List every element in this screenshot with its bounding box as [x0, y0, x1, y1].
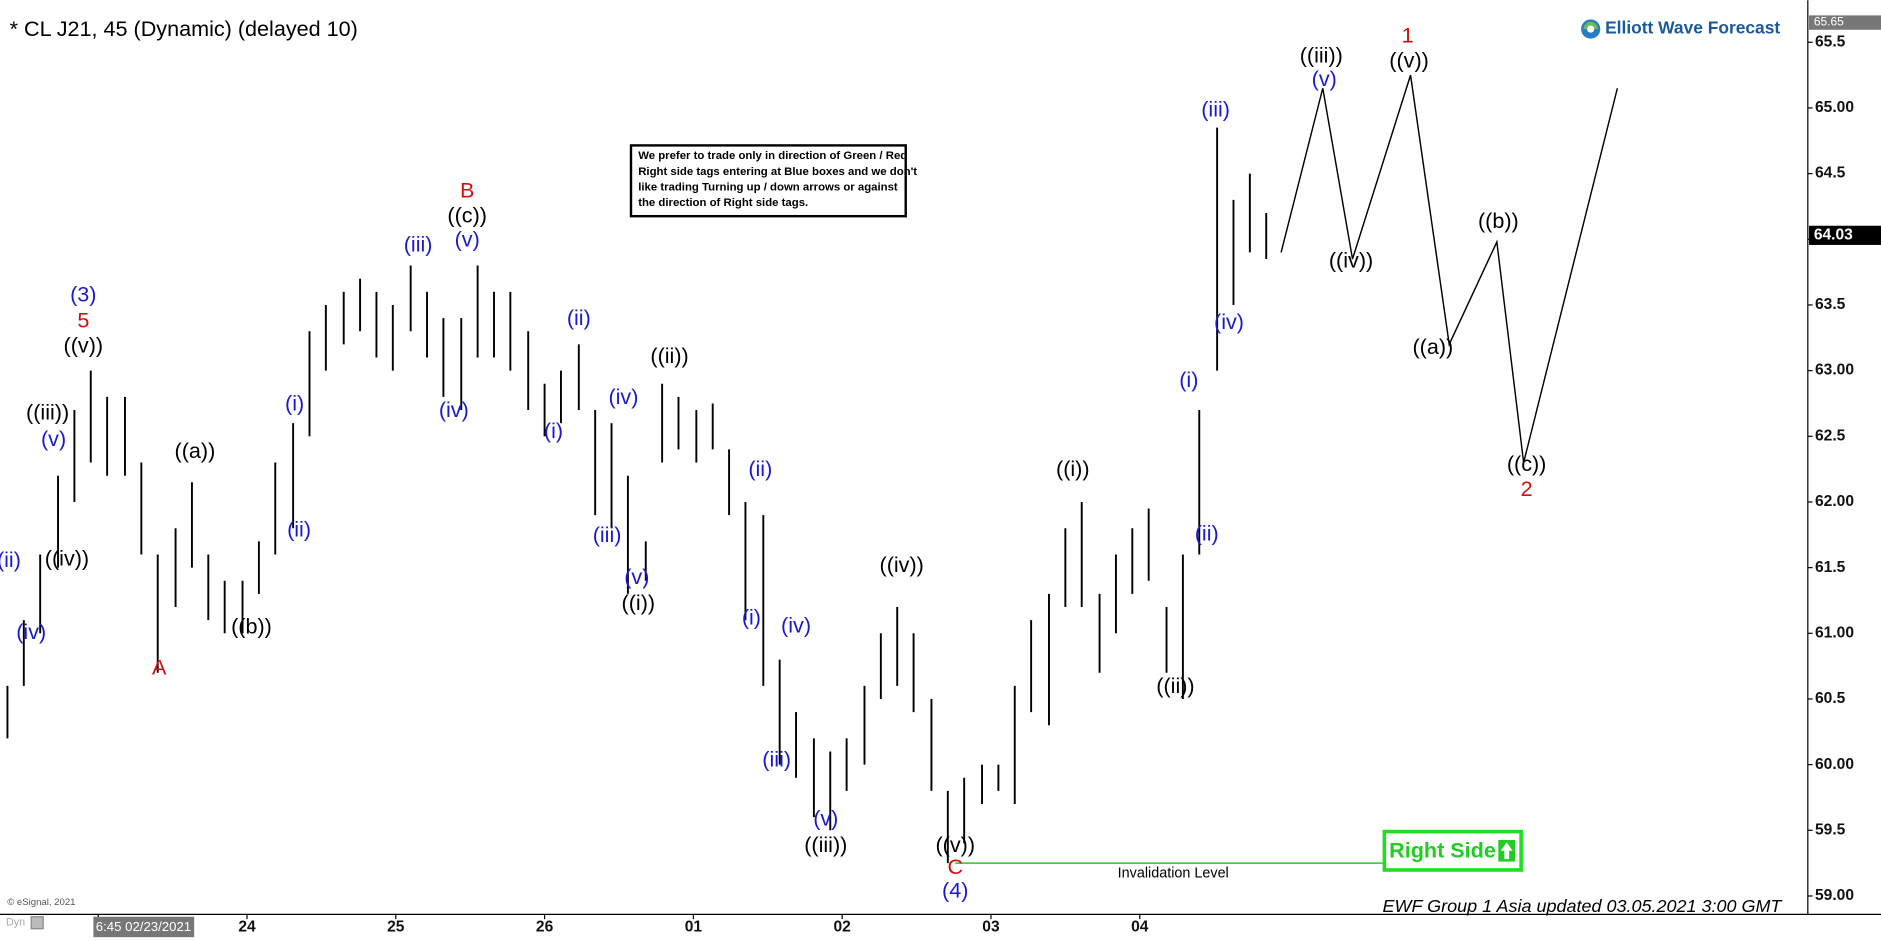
wave-label: (v) [455, 226, 480, 251]
wave-label: (i) [1179, 367, 1198, 392]
wave-label: (ii) [567, 305, 591, 330]
wave-label: ((iv)) [45, 545, 89, 570]
wave-label: (ii) [287, 517, 311, 542]
y-tick-label: 62.00 [1815, 493, 1854, 510]
wave-label: ((v)) [1389, 48, 1429, 73]
projection-line [1280, 74, 1619, 463]
wave-label: A [152, 654, 167, 679]
wave-label: (iv) [781, 612, 811, 637]
scroll-button[interactable] [30, 916, 44, 930]
wave-label: C [947, 854, 963, 879]
wave-label: ((v)) [64, 333, 104, 358]
y-tick-label: 63.5 [1815, 296, 1846, 313]
top-price-tag [1809, 15, 1881, 30]
wave-label: 1 [1402, 23, 1414, 48]
y-tick-label: 60.00 [1815, 756, 1854, 773]
wave-label: ((v)) [935, 832, 975, 857]
wave-label: ((ii)) [650, 343, 688, 368]
wave-label: ((iii)) [1300, 42, 1343, 67]
logo-icon-center [1587, 25, 1595, 33]
wave-label: (iii) [593, 522, 622, 547]
y-tick-label: 59.00 [1815, 887, 1854, 904]
plot-area: Invalidation Level59.25(ii)(iv)((iv))(v)… [0, 23, 1619, 903]
y-tick-label: 61.5 [1815, 559, 1846, 576]
wave-label: (i) [544, 418, 563, 443]
wave-label: (i) [742, 605, 761, 630]
wave-label: (iv) [16, 619, 46, 644]
wave-label: ((b)) [1478, 208, 1519, 233]
note-line: like trading Turning up / down arrows or… [638, 181, 898, 193]
wave-label: (4) [942, 878, 968, 903]
y-tick-label: 60.5 [1815, 690, 1846, 707]
x-tick-label: 01 [685, 919, 703, 936]
wave-label: (3) [70, 281, 96, 306]
wave-label: (iv) [439, 397, 469, 422]
wave-label: (v) [813, 805, 838, 830]
wave-label: ((c)) [1507, 451, 1547, 476]
top-price-label: 65.65 [1814, 15, 1844, 29]
y-tick-label: 65.5 [1815, 33, 1846, 50]
wave-label: (iv) [1214, 309, 1244, 334]
wave-label: ((iv)) [1329, 247, 1373, 272]
wave-label: (ii) [1195, 520, 1219, 545]
axes: 59.00 59.5 60.00 60.5 61.00 61.5 62.00 62.5 63.0… [93, 15, 1881, 938]
wave-label: 2 [1521, 476, 1533, 501]
x-tick-label: 03 [982, 919, 1000, 936]
wave-label: ((iv)) [880, 552, 924, 577]
footer: EWF Group 1 Asia updated 03.05.2021 3:00… [1383, 896, 1784, 916]
invalidation-label: Invalidation Level [1118, 866, 1229, 882]
note-line: We prefer to trade only in direction of … [638, 150, 907, 162]
wave-label: ((iii)) [26, 400, 69, 425]
wave-label: (v) [41, 426, 66, 451]
wave-label: (v) [624, 564, 649, 589]
note-frame [629, 144, 907, 218]
right-side-tag: Right Side [1382, 829, 1523, 872]
wave-label: ((b)) [231, 614, 272, 639]
x-tick-label: 25 [387, 919, 405, 936]
wave-label: (i) [285, 390, 304, 415]
x-tick-label: 04 [1131, 919, 1149, 936]
brand-name: Elliott Wave Forecast [1605, 18, 1780, 38]
y-tick-label: 59.5 [1815, 821, 1846, 838]
y-tick-label: 65.00 [1815, 99, 1854, 116]
x-cursor-label-bg [93, 916, 195, 938]
y-tick-label: 64.5 [1815, 165, 1846, 182]
wave-label: (iii) [762, 746, 791, 771]
wave-label: (ii) [0, 547, 21, 572]
wave-label: ((ii)) [1156, 673, 1194, 698]
y-tick-label: 61.00 [1815, 624, 1854, 641]
chart-title: * CL J21, 45 (Dynamic) (delayed 10) [10, 16, 358, 41]
last-price-label: 64.03 [1814, 226, 1853, 243]
wave-label: ((i)) [1056, 456, 1090, 481]
wave-label: (v) [1312, 66, 1337, 91]
wave-label: (iii) [1201, 96, 1230, 121]
wave-label: ((a)) [1412, 334, 1453, 359]
x-tick-label: 02 [833, 919, 851, 936]
wave-label: B [460, 178, 474, 203]
wave-label: ((iii)) [804, 832, 847, 857]
note-box: We prefer to trade only in direction of … [629, 144, 917, 218]
mode-label: Dyn [6, 917, 25, 929]
brand-logo: Elliott Wave Forecast [1581, 18, 1780, 39]
x-tick-label: 6:45 02/23/2021 [96, 919, 191, 934]
wave-label: (ii) [748, 456, 772, 481]
wave-label: (iii) [404, 232, 433, 257]
note-line: the direction of Right side tags. [638, 197, 808, 209]
y-tick-label: 62.5 [1815, 427, 1846, 444]
note-line: Right side tags entering at Blue boxes a… [638, 166, 917, 178]
wave-label: (iv) [608, 384, 638, 409]
wave-label: ((c)) [447, 203, 487, 228]
wave-label: 5 [77, 308, 89, 333]
right-side-label: Right Side [1389, 838, 1496, 863]
wave-label: ((a)) [175, 438, 216, 463]
x-tick-label: 24 [238, 919, 256, 936]
y-tick-label: 63.00 [1815, 362, 1854, 379]
x-tick-label: 26 [536, 919, 554, 936]
copyright: © eSignal, 2021 [7, 897, 75, 908]
wave-label: ((i)) [622, 590, 656, 615]
last-price-tag [1809, 225, 1881, 245]
